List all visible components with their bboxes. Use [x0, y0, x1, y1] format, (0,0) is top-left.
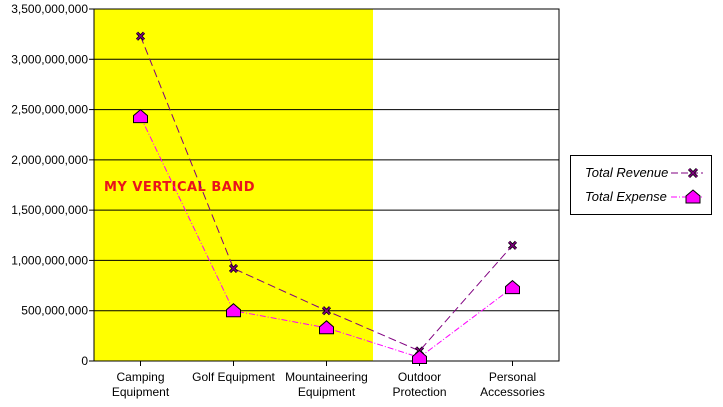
x-tick-label: Golf Equipment	[192, 370, 275, 384]
x-cross-marker-icon	[687, 167, 699, 179]
data-point-expense	[319, 320, 334, 335]
legend-item-revenue: Total Revenue	[585, 163, 668, 183]
legend-swatch-expense	[671, 189, 703, 204]
legend-item-expense: Total Expense	[585, 187, 667, 207]
series-group	[133, 31, 520, 364]
x-axis: Camping Equipment Golf Equipment Mountainee…	[112, 361, 545, 399]
data-point-revenue	[228, 263, 239, 274]
y-tick-label: 500,000,000	[21, 304, 88, 318]
data-point-revenue	[507, 240, 518, 250]
y-tick-label: 1,000,000,000	[11, 253, 88, 267]
data-point-revenue	[135, 31, 146, 41]
legend-label-expense: Total Expense	[585, 189, 667, 204]
band-label: MY VERTICAL BAND	[104, 180, 255, 195]
data-point-expense	[412, 349, 427, 364]
y-tick-label: 2,500,000,000	[11, 103, 88, 117]
legend-swatch-revenue	[671, 167, 703, 179]
data-point-expense	[226, 303, 241, 318]
data-point-expense	[133, 108, 148, 124]
x-tick-label: Mountaineering Equipment	[285, 370, 368, 399]
y-tick-label: 1,500,000,000	[11, 203, 88, 217]
x-tick-label: Outdoor Protection	[392, 370, 446, 399]
data-point-expense	[505, 279, 520, 295]
y-tick-label: 3,000,000,000	[11, 52, 88, 66]
x-tick-label: Camping Equipment	[112, 370, 170, 399]
x-tick-label: Personal Accessories	[480, 370, 545, 399]
y-tick-label: 2,000,000,000	[11, 153, 88, 167]
data-point-revenue	[321, 306, 332, 316]
legend-label-revenue: Total Revenue	[585, 165, 669, 180]
vertical-band	[94, 9, 373, 361]
house-marker-icon	[685, 189, 701, 204]
y-tick-label: 3,500,000,000	[11, 2, 88, 16]
y-axis: 0 500,000,000 1,000,000,000 1,500,000,000 2,…	[11, 2, 94, 368]
y-tick-label: 0	[81, 354, 88, 368]
legend: Total Revenue Total Expense	[570, 155, 712, 215]
